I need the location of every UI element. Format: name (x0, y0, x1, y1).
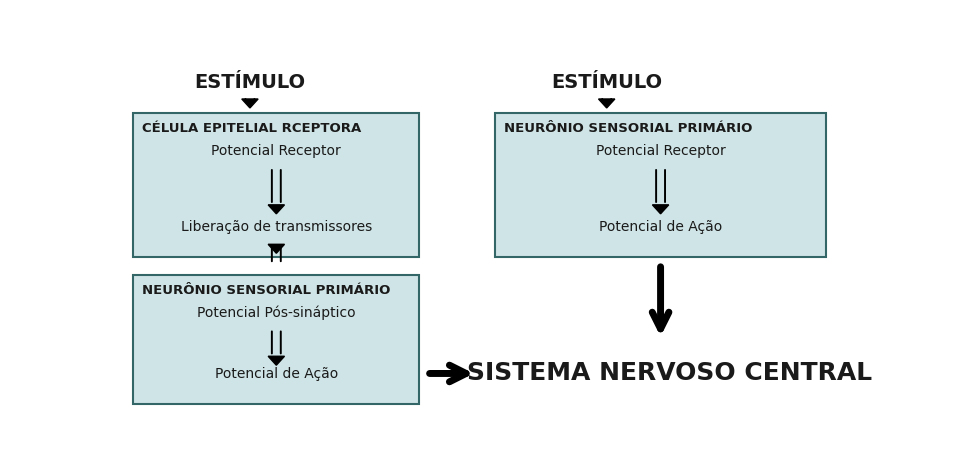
Polygon shape (269, 244, 285, 254)
Polygon shape (269, 356, 285, 365)
Text: Liberação de transmissores: Liberação de transmissores (180, 219, 372, 233)
FancyBboxPatch shape (495, 113, 826, 257)
Text: ESTÍMULO: ESTÍMULO (551, 73, 663, 92)
Text: ESTÍMULO: ESTÍMULO (195, 73, 306, 92)
Text: CÉLULA EPITELIAL RCEPTORA: CÉLULA EPITELIAL RCEPTORA (142, 122, 362, 135)
FancyBboxPatch shape (133, 275, 419, 404)
Text: Potencial Receptor: Potencial Receptor (596, 144, 725, 158)
Polygon shape (242, 99, 258, 108)
Text: NEURÔNIO SENSORIAL PRIMÁRIO: NEURÔNIO SENSORIAL PRIMÁRIO (142, 284, 390, 297)
Polygon shape (269, 205, 285, 214)
Polygon shape (652, 205, 668, 214)
Text: SISTEMA NERVOSO CENTRAL: SISTEMA NERVOSO CENTRAL (467, 362, 873, 385)
FancyBboxPatch shape (133, 113, 419, 257)
Polygon shape (598, 99, 615, 108)
Text: NEURÔNIO SENSORIAL PRIMÁRIO: NEURÔNIO SENSORIAL PRIMÁRIO (504, 122, 753, 135)
Text: Potencial Receptor: Potencial Receptor (211, 144, 341, 158)
Text: Potencial de Ação: Potencial de Ação (215, 367, 338, 381)
Text: Potencial de Ação: Potencial de Ação (599, 219, 722, 233)
Text: Potencial Pós-sináptico: Potencial Pós-sináptico (197, 305, 356, 320)
